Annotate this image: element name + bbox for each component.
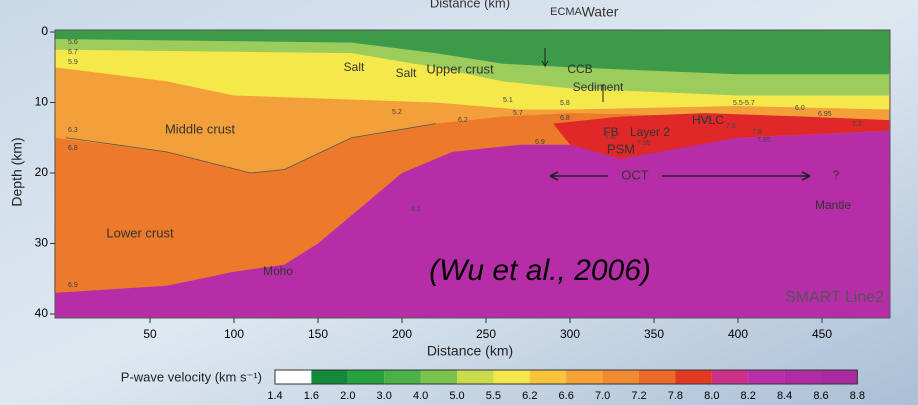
colorbar-tick-label: 8.2 xyxy=(741,390,756,402)
region-label: ? xyxy=(833,168,840,182)
colorbar-segment xyxy=(348,370,384,384)
x-tick-label: 300 xyxy=(560,327,580,341)
velocity-label: 5.7 xyxy=(513,110,523,117)
line-name: SMART Line2 xyxy=(785,289,884,306)
velocity-label: 6.8 xyxy=(68,145,78,152)
velocity-label: 5.1 xyxy=(503,97,513,104)
y-tick-label: 30 xyxy=(35,236,49,250)
region-label: Sediment xyxy=(573,80,624,94)
x-tick-label: 200 xyxy=(392,327,412,341)
region-label: Salt xyxy=(344,60,365,74)
velocity-label: 7.6 xyxy=(605,134,615,141)
colorbar-tick-label: 5.0 xyxy=(449,390,464,402)
top-axis-label: Distance (km) xyxy=(430,0,510,10)
colorbar-segment xyxy=(493,370,529,384)
y-axis-label: Depth (km) xyxy=(9,137,25,206)
colorbar-tick-label: 6.6 xyxy=(559,390,574,402)
colorbar-segment xyxy=(821,370,857,384)
velocity-label: 6.9 xyxy=(68,282,78,289)
velocity-label: 6.3 xyxy=(68,127,78,134)
region-label: OCT xyxy=(621,167,649,182)
velocity-label: 7.6 xyxy=(726,123,736,130)
velocity-label: 5.9 xyxy=(68,59,78,66)
region-label: Salt xyxy=(396,66,417,80)
colorbar-tick-label: 6.2 xyxy=(522,390,537,402)
colorbar-tick-label: 8.6 xyxy=(813,390,828,402)
colorbar-segment xyxy=(421,370,457,384)
velocity-label: 7.95 xyxy=(757,137,771,144)
x-tick-label: 250 xyxy=(476,327,496,341)
velocity-label: 6.9 xyxy=(535,139,545,146)
colorbar-tick-label: 7.0 xyxy=(595,390,610,402)
velocity-label: 6.95 xyxy=(818,111,832,118)
velocity-label: 5.5-5.7 xyxy=(733,100,755,107)
colorbar-segment xyxy=(384,370,420,384)
x-axis-label: Distance (km) xyxy=(427,343,513,359)
colorbar-segment xyxy=(311,370,347,384)
colorbar-tick-label: 8.8 xyxy=(850,390,865,402)
colorbar-segment xyxy=(275,370,311,384)
y-tick-label: 0 xyxy=(41,24,48,38)
region-label: CCB xyxy=(567,62,592,76)
x-tick-label: 150 xyxy=(308,327,328,341)
colorbar-tick-label: 7.8 xyxy=(668,390,683,402)
citation: (Wu et al., 2006) xyxy=(429,254,651,287)
velocity-label: 7.3 xyxy=(852,121,862,128)
x-tick-label: 50 xyxy=(143,327,157,341)
colorbar-segment xyxy=(785,370,821,384)
velocity-label: 5.7 xyxy=(68,49,78,56)
colorbar-tick-label: 3.0 xyxy=(377,390,392,402)
velocity-label: 7.9 xyxy=(752,129,762,136)
region-label: Moho xyxy=(263,264,293,278)
velocity-label: 5.2 xyxy=(392,109,402,116)
region-label: PSM xyxy=(607,141,635,156)
region-label: ECMA xyxy=(550,6,582,18)
colorbar-tick-label: 7.2 xyxy=(631,390,646,402)
colorbar-segment xyxy=(712,370,748,384)
region-label: Layer 2 xyxy=(630,125,670,139)
colorbar-tick-label: 1.6 xyxy=(304,390,319,402)
colorbar-tick-label: 8.0 xyxy=(704,390,719,402)
velocity-label: 5.6 xyxy=(68,39,78,46)
velocity-label: 6.2 xyxy=(458,117,468,124)
colorbar-segment xyxy=(530,370,566,384)
region-label: Mantle xyxy=(815,198,851,212)
y-tick-label: 10 xyxy=(35,95,49,109)
x-tick-label: 450 xyxy=(812,327,832,341)
y-tick-label: 40 xyxy=(35,306,49,320)
velocity-label: 6.8 xyxy=(560,115,570,122)
x-tick-label: 400 xyxy=(728,327,748,341)
colorbar-tick-label: 8.4 xyxy=(777,390,792,402)
colorbar-tick-label: 2.0 xyxy=(340,390,355,402)
velocity-label: 7.95 xyxy=(637,140,651,147)
region-label: Middle crust xyxy=(165,121,235,136)
colorbar-segment xyxy=(639,370,675,384)
velocity-label: 5.8 xyxy=(560,100,570,107)
colorbar-tick-label: 4.0 xyxy=(413,390,428,402)
velocity-label: 7.25 xyxy=(698,117,712,124)
colorbar-segment xyxy=(457,370,493,384)
x-tick-label: 100 xyxy=(224,327,244,341)
velocity-label: 8.1 xyxy=(411,206,421,213)
colorbar-segment xyxy=(675,370,711,384)
y-tick-label: 20 xyxy=(35,165,49,179)
region-label: Water xyxy=(582,4,619,20)
colorbar-tick-label: 1.4 xyxy=(267,390,282,402)
colorbar-segment xyxy=(748,370,784,384)
colorbar-segment xyxy=(566,370,602,384)
region-label: Upper crust xyxy=(426,61,494,76)
figure: Distance (km) Depth (km) Distance (km) (… xyxy=(0,0,918,405)
colorbar-tick-label: 5.5 xyxy=(486,390,501,402)
region-label: Lower crust xyxy=(106,225,174,240)
colorbar-segment xyxy=(603,370,639,384)
x-tick-label: 350 xyxy=(644,327,664,341)
colorbar-label: P-wave velocity (km s⁻¹) xyxy=(121,369,262,384)
velocity-label: 6.0 xyxy=(795,105,805,112)
